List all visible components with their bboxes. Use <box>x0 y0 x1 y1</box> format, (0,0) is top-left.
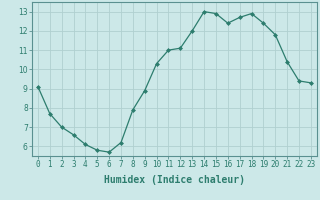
X-axis label: Humidex (Indice chaleur): Humidex (Indice chaleur) <box>104 175 245 185</box>
